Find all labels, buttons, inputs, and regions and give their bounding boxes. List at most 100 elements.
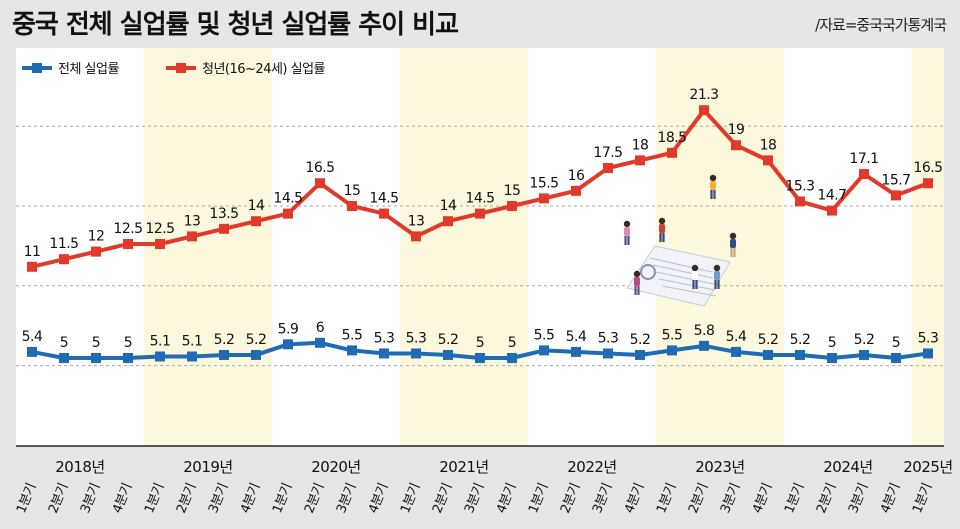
quarter-tick-label: 3분기 [846,481,871,515]
report-line [655,271,715,285]
data-point [859,169,869,180]
quarter-tick-label: 1분기 [14,481,39,515]
data-point [219,349,229,360]
data-label: 21.3 [689,87,718,103]
data-point [411,231,421,242]
quarter-tick-label: 3분기 [718,481,743,515]
data-label: 5.5 [534,327,555,343]
data-point [667,345,677,356]
quarter-tick-label: 1분기 [782,481,807,515]
data-point [763,349,773,360]
quarter-tick-label: 1분기 [654,481,679,515]
series-youth: 11 11.5 12 12.5 12.5 13 13.5 14 14.516.515 14.513… [24,87,943,272]
data-point [379,348,389,359]
person-body [710,181,716,190]
data-point [59,254,69,265]
data-label: 5.2 [854,332,875,348]
data-label: 5 [124,335,132,351]
data-point [923,178,933,189]
data-label: 11.5 [49,236,78,252]
data-point [539,345,549,356]
data-label: 5.4 [726,329,747,345]
data-point [315,178,325,189]
data-label: 5.5 [662,327,683,343]
data-point [859,349,869,360]
quarter-tick-label: 4분기 [878,481,903,515]
data-point [507,353,517,363]
data-point [27,261,37,272]
person-leg [730,248,733,257]
data-label: 5.4 [566,329,587,345]
quarter-tick-label: 2분기 [302,481,327,515]
person-leg [733,248,736,257]
legend-item-youth: 청년(16~24세) 실업률 [166,62,326,77]
report-line [649,257,713,273]
person-leg [637,286,640,295]
data-point [475,208,485,219]
data-point [891,353,901,363]
year-band [400,48,528,446]
person-body [634,277,640,286]
data-label: 15.7 [881,172,910,188]
quarter-tick-label: 4분기 [494,481,519,515]
data-label: 5.2 [246,332,267,348]
data-label: 18.5 [657,130,686,146]
data-label: 13 [408,213,425,229]
quarter-tick-label: 4분기 [366,481,391,515]
year-band [144,48,272,446]
person-leg [659,233,662,242]
data-point [891,190,901,201]
data-point [91,246,101,257]
data-point [923,348,933,359]
data-point [251,216,261,227]
quarter-tick-label: 2분기 [430,481,455,515]
data-point [123,239,133,249]
data-label: 18 [632,137,649,153]
data-point [283,208,293,219]
data-point [763,155,773,166]
data-label: 13.5 [209,206,238,222]
data-point [795,349,805,360]
data-label: 5.9 [278,321,299,337]
person-figure [713,264,721,289]
quarter-tick-label: 2분기 [686,481,711,515]
person-head [623,220,631,228]
year-label: 2021년 [439,458,488,476]
legend: 전체 실업률 청년(16~24세) 실업률 [22,62,326,77]
year-label: 2022년 [567,458,616,476]
data-label: 5.1 [150,333,171,349]
person-figure [633,270,641,295]
person-head [691,264,699,272]
data-point [411,348,421,359]
data-label: 5.2 [438,332,459,348]
data-label: 16 [568,168,585,184]
data-label: 5 [508,335,516,351]
person-leg [710,190,713,199]
data-point [795,196,805,207]
data-label: 5.2 [214,332,235,348]
quarter-tick-label: 3분기 [334,481,359,515]
data-label: 15.5 [529,175,558,191]
data-point [827,205,837,216]
quarter-tick-label: 3분기 [462,481,487,515]
report-line [658,278,716,291]
data-point [283,339,293,350]
data-label: 5 [892,335,900,351]
legend-label: 청년(16~24세) 실업률 [202,62,326,77]
person-leg [714,280,717,289]
person-leg [717,280,720,289]
data-label: 6 [316,320,325,336]
person-leg [624,236,627,245]
data-label: 5.3 [374,330,395,346]
year-label: 2019년 [183,458,232,476]
data-point [731,140,741,151]
data-label: 5.3 [918,330,939,346]
year-label: 2023년 [695,458,744,476]
data-point [603,348,613,359]
person-head [729,232,737,240]
chart-title: 중국 전체 실업률 및 청년 실업률 추이 비교 [12,10,459,40]
data-label: 14.5 [369,191,398,207]
quarter-tick-label: 3분기 [78,481,103,515]
data-label: 15.3 [785,178,814,194]
